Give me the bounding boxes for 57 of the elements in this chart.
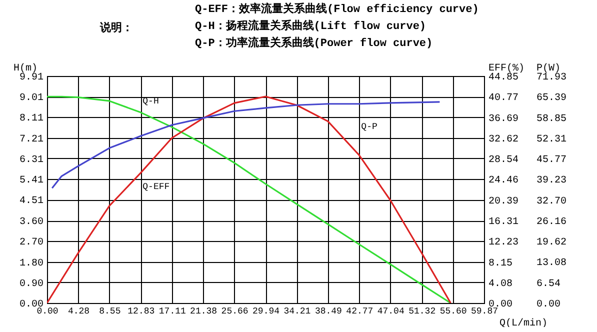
y-tick-label: 6.31 (19, 154, 44, 166)
y-tick-label: 9.01 (19, 93, 44, 104)
y3-tick-label: 39.23 (536, 176, 567, 187)
x-tick-label: 47.04 (377, 306, 404, 316)
y3-tick-label: 13.08 (536, 258, 567, 270)
x-tick-label: 55.60 (440, 306, 467, 316)
y-tick-label: 8.11 (19, 114, 44, 125)
y-tick-label: 7.21 (19, 134, 44, 146)
y-tick-label: 3.60 (19, 217, 44, 228)
y2-tick-label: 16.31 (488, 216, 519, 228)
y2-tick-label: 40.77 (488, 93, 519, 104)
x-tick-label: 29.94 (252, 306, 280, 316)
text: Q-EFF：效率流量关系曲线(Flow efficiency curve) (195, 2, 479, 18)
y2-tick-label: 4.08 (488, 278, 513, 290)
text: Q-H：扬程流量关系曲线(Lift flow curve) (195, 18, 428, 34)
x-tick-label: 42.77 (346, 306, 374, 316)
y-tick-label: 1.80 (19, 258, 44, 270)
y-axis-title: H(m) (13, 62, 38, 74)
series-label: Q-H (142, 96, 159, 106)
series-label: Q-EFF (142, 182, 170, 192)
y2-axis-title: EFF(%) (488, 62, 525, 74)
y3-tick-label: 26.16 (536, 216, 567, 228)
x-tick-label: 17.11 (158, 306, 186, 316)
y2-tick-label: 32.62 (488, 134, 519, 146)
x-tick-label: 51.32 (408, 306, 436, 316)
y-tick-label: 4.51 (19, 196, 44, 208)
x-tick-label: 34.21 (284, 306, 311, 316)
y2-tick-label: 24.46 (488, 176, 519, 187)
y-tick-label: 5.41 (19, 176, 44, 187)
x-tick-label: 12.83 (128, 306, 155, 316)
y2-tick-label: 36.69 (488, 114, 519, 125)
y3-tick-label: 65.39 (536, 93, 567, 104)
y2-tick-label: 28.54 (488, 155, 519, 166)
y3-tick-label: 32.70 (536, 196, 567, 208)
x-tick-label: 25.66 (221, 306, 248, 316)
y-tick-label: 9.91 (19, 72, 44, 84)
x-tick-label: 8.55 (99, 306, 121, 316)
y2-tick-label: 8.15 (488, 258, 513, 270)
y-tick-label: 0.90 (19, 278, 44, 290)
x-tick-label: 4.28 (68, 306, 90, 316)
y2-tick-label: 20.39 (488, 196, 519, 208)
y3-tick-label: 6.54 (536, 278, 561, 290)
y2-tick-label: 44.85 (488, 72, 519, 84)
y-tick-label: 2.70 (19, 238, 44, 249)
chart-title: 说明： (100, 20, 134, 34)
x-tick-label: 38.49 (314, 306, 342, 316)
y3-tick-label: 52.31 (536, 134, 567, 146)
x-tick-label: 21.38 (190, 306, 218, 316)
y3-tick-label: 58.85 (536, 114, 567, 125)
y2-tick-label: 12.23 (488, 238, 519, 249)
y3-tick-label: 45.77 (536, 155, 567, 166)
text: Q-P：功率流量关系曲线(Power flow curve) (195, 36, 434, 52)
y3-tick-label: 71.93 (536, 72, 567, 84)
text: Q-P (361, 122, 378, 132)
y3-axis-title: P(W) (536, 62, 561, 74)
y3-tick-label: 19.62 (536, 238, 567, 249)
line-series (47, 96, 452, 303)
